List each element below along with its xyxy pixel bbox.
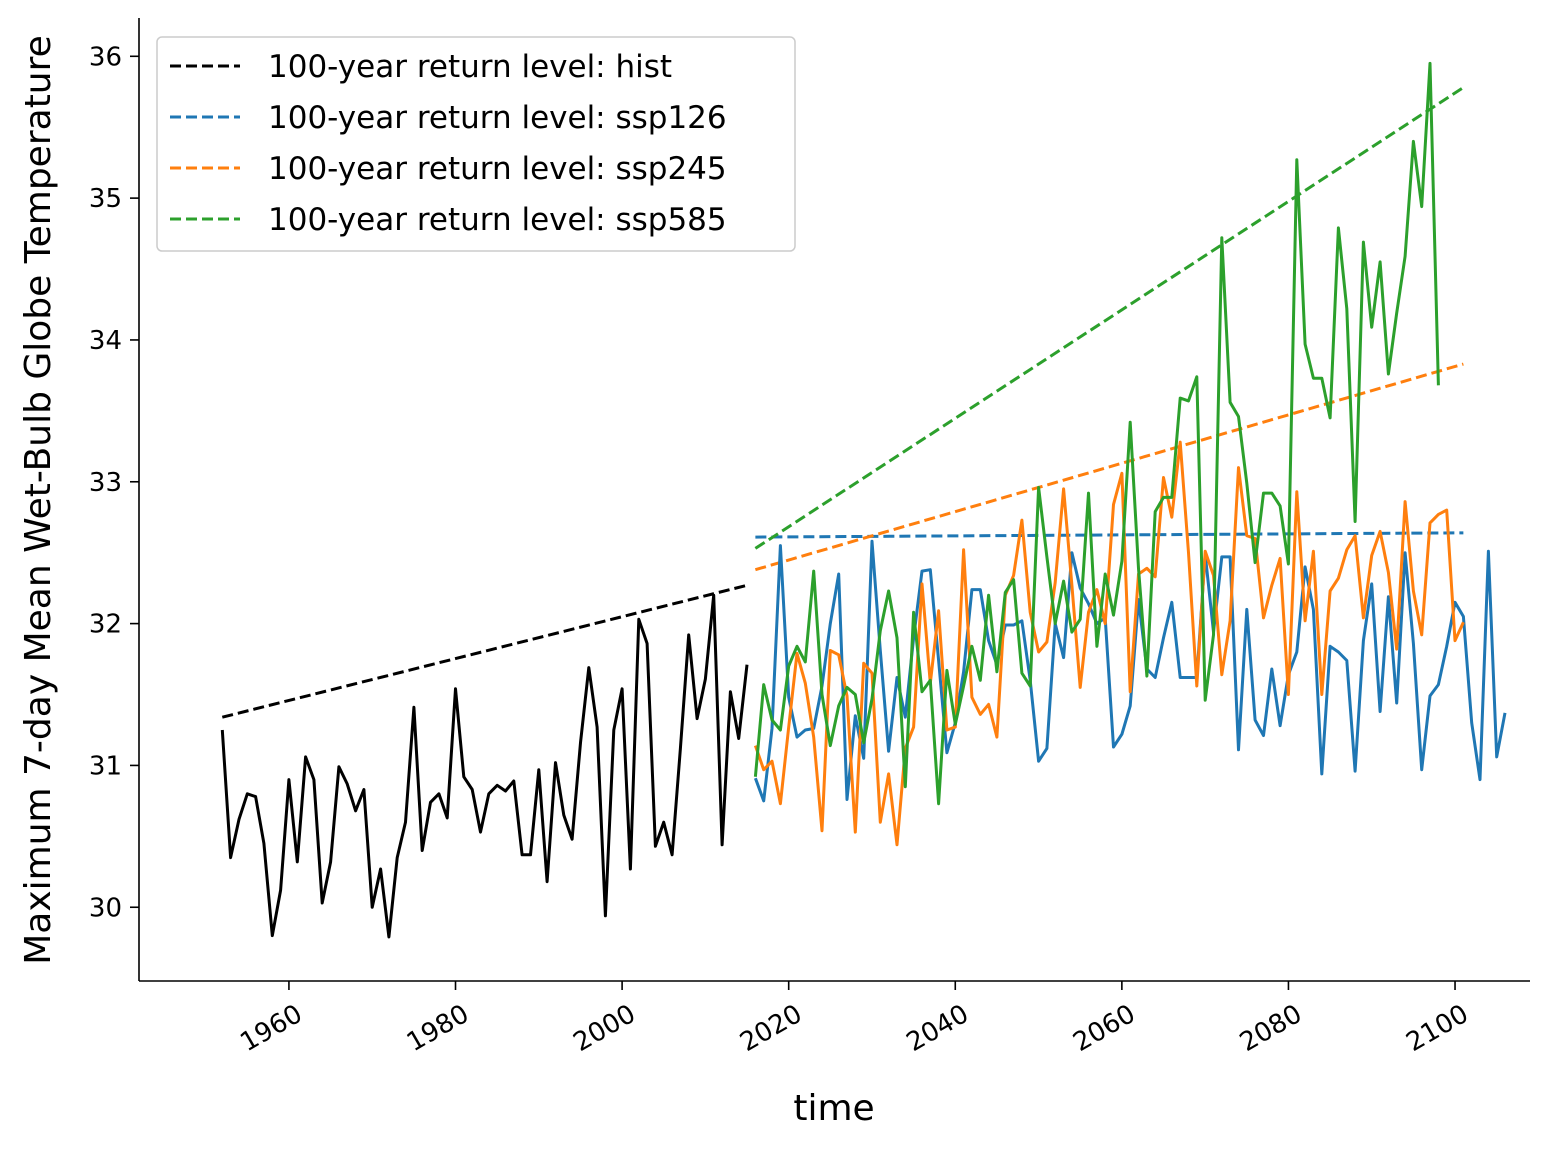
y-tick-label: 33: [89, 468, 122, 498]
legend-frame: [156, 36, 796, 252]
x-tick-label: 1980: [402, 999, 474, 1058]
y-ticks: 30 31 32 33 34 35 36: [89, 42, 139, 923]
series-line-ssp245: [753, 440, 1465, 847]
x-tick-label: 1960: [235, 999, 307, 1058]
series-line-hist: [220, 593, 749, 939]
return-level-line-hist: [221, 583, 748, 719]
series-line-ssp585: [753, 61, 1440, 806]
x-tick-label: 2100: [1401, 999, 1473, 1058]
return-level-line-ssp126: [755, 531, 1464, 539]
axes: [138, 18, 1530, 982]
legend-label-ssp245: 100-year return level: ssp245: [268, 151, 727, 187]
y-tick-label: 32: [89, 610, 122, 640]
x-ticks: 1960 1980 2000 2020 2040 2060 2080 2100: [235, 981, 1474, 1058]
return-level-layer: [221, 86, 1465, 719]
return-level-line-ssp585: [754, 86, 1465, 550]
y-tick-label: 35: [89, 184, 122, 214]
series-layer: [220, 61, 1507, 939]
x-tick-label: 2000: [568, 999, 640, 1058]
x-tick-label: 2060: [1068, 999, 1140, 1058]
y-tick-label: 30: [89, 893, 122, 923]
y-axis-label: Maximum 7-day Mean Wet-Bulb Globe Temper…: [18, 35, 59, 965]
legend-label-hist: 100-year return level: hist: [268, 49, 672, 85]
x-axis-label: time: [793, 1088, 874, 1129]
y-tick-label: 36: [89, 42, 122, 72]
legend-label-ssp585: 100-year return level: ssp585: [268, 202, 727, 238]
return-level-line-ssp245: [754, 362, 1464, 572]
y-tick-label: 31: [89, 751, 122, 781]
series-line-ssp126: [753, 539, 1507, 803]
x-tick-label: 2080: [1235, 999, 1307, 1058]
y-tick-label: 34: [89, 326, 122, 356]
x-tick-label: 2040: [902, 999, 974, 1058]
legend: 100-year return level: hist 100-year retu…: [156, 36, 796, 252]
legend-label-ssp126: 100-year return level: ssp126: [268, 100, 727, 136]
x-tick-label: 2020: [735, 999, 807, 1058]
